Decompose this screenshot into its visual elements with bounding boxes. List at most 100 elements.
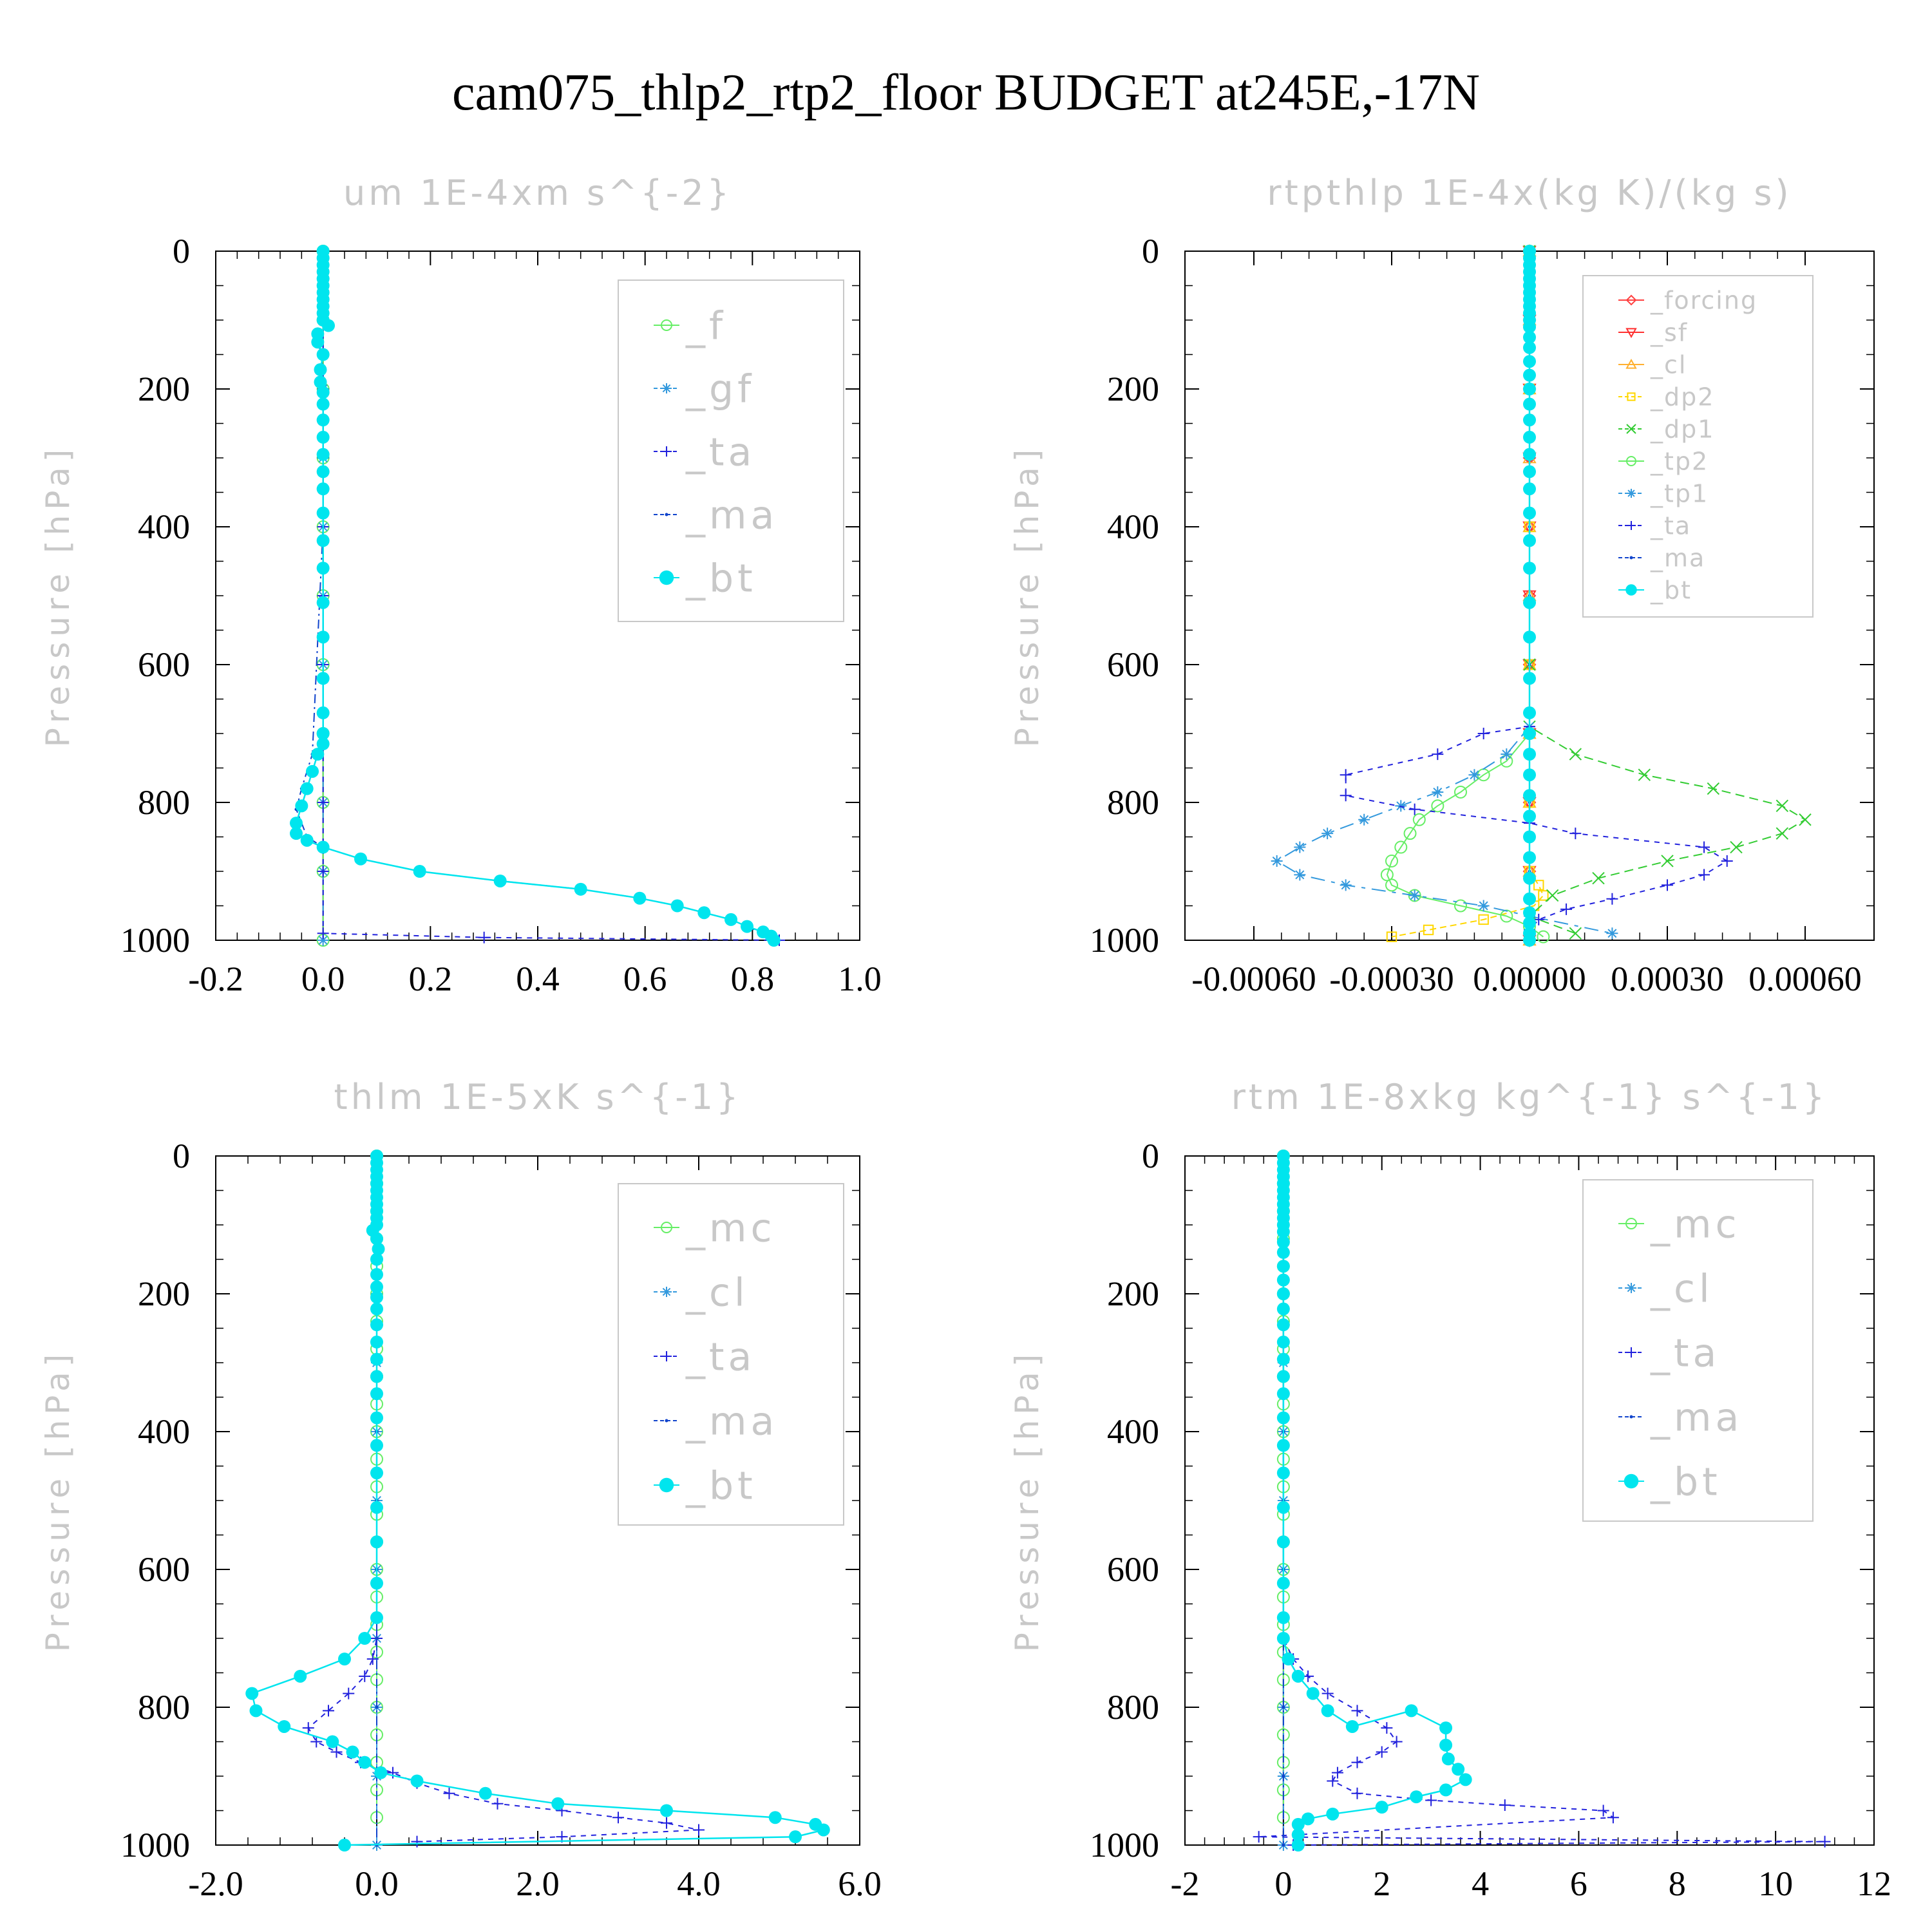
legend-marker xyxy=(1625,1218,1637,1229)
legend-marker xyxy=(1629,556,1633,560)
data-point xyxy=(1661,855,1674,867)
data-point xyxy=(1523,748,1536,761)
x-tick-label: 6.0 xyxy=(838,1864,882,1903)
legend-item: _tp1 xyxy=(1618,480,1707,508)
data-point xyxy=(366,1653,379,1665)
data-point xyxy=(316,397,330,411)
data-point xyxy=(1276,1632,1290,1645)
data-point xyxy=(1291,1828,1305,1841)
x-tick-label: 4.0 xyxy=(677,1864,721,1903)
data-point xyxy=(372,1242,385,1256)
data-point xyxy=(1432,786,1444,798)
x-tick-label: -0.2 xyxy=(188,960,243,998)
data-point xyxy=(249,1704,263,1718)
data-point xyxy=(1477,728,1490,739)
legend-box xyxy=(1582,1179,1814,1522)
data-point xyxy=(1276,1501,1290,1514)
x-tick-label: 0.2 xyxy=(409,960,453,998)
y-tick-label: 200 xyxy=(138,1274,190,1313)
legend: _mc _cl _ta _ma _bt xyxy=(1582,1179,1814,1522)
data-point xyxy=(493,874,507,887)
data-point xyxy=(1698,869,1710,881)
legend-marker xyxy=(1626,1283,1636,1293)
data-point xyxy=(817,1823,830,1837)
legend-marker xyxy=(1627,521,1636,530)
data-point xyxy=(330,1746,343,1758)
data-point xyxy=(1385,854,1398,867)
data-point xyxy=(410,1774,424,1788)
data-point xyxy=(1523,355,1536,368)
data-point xyxy=(370,1370,383,1383)
legend-marker xyxy=(661,446,672,457)
legend-label: _ma xyxy=(685,493,778,538)
panel-title: rtpthlp 1E-4x(kg K)/(kg s) xyxy=(1267,173,1792,213)
legend-item: _cl xyxy=(654,1271,745,1316)
x-tick-label: 4 xyxy=(1472,1864,1489,1903)
data-point xyxy=(1276,1245,1290,1259)
data-point xyxy=(1386,931,1397,942)
data-point xyxy=(1560,903,1573,915)
legend-item: _bt xyxy=(654,1464,753,1509)
legend-label: _ma xyxy=(1650,1396,1743,1441)
data-point xyxy=(1294,841,1306,853)
y-tick-label: 600 xyxy=(1107,1550,1159,1589)
data-point xyxy=(316,840,330,854)
legend-label: _tp2 xyxy=(1650,448,1709,476)
data-point xyxy=(1597,1804,1609,1817)
data-point xyxy=(661,1817,672,1829)
data-point xyxy=(1282,1774,1285,1778)
legend-label: _mc xyxy=(1650,1202,1740,1247)
data-point xyxy=(1569,927,1582,940)
data-point xyxy=(346,1745,359,1759)
data-point xyxy=(1432,748,1444,761)
data-point xyxy=(316,562,330,575)
data-point xyxy=(1454,785,1467,799)
data-point xyxy=(1381,1722,1393,1734)
data-point xyxy=(1282,1705,1285,1709)
legend-item: _mc xyxy=(654,1206,772,1251)
legend-label: _bt xyxy=(1650,576,1692,605)
data-point xyxy=(290,817,303,830)
legend-item: _mc xyxy=(1618,1202,1740,1247)
x-tick-label: 2 xyxy=(1373,1864,1390,1903)
data-point xyxy=(1523,727,1536,740)
data-point xyxy=(660,1804,673,1817)
data-point xyxy=(1478,914,1489,925)
data-point xyxy=(1523,830,1536,844)
data-point xyxy=(387,1766,399,1779)
series-line xyxy=(1386,251,1544,938)
data-point xyxy=(370,1352,383,1366)
data-point xyxy=(1477,900,1490,912)
x-tick-label: 0.8 xyxy=(731,960,775,998)
data-point xyxy=(1276,1225,1290,1238)
legend-item: _bt xyxy=(1618,1460,1718,1505)
legend-marker xyxy=(1625,328,1637,339)
data-point xyxy=(370,1411,383,1425)
data-point xyxy=(1276,1370,1290,1383)
panel-rtpthlp: rtpthlp 1E-4x(kg K)/(kg s) Pressure [hPa]… xyxy=(1009,173,1875,998)
legend-label: _ta xyxy=(685,1335,755,1380)
data-point xyxy=(370,1577,383,1590)
data-point xyxy=(1340,769,1352,781)
legend: _forcing _sf _cl _dp2 _dp1 _tp2 _tp1 _ta _ma _bt xyxy=(1582,275,1814,618)
data-point xyxy=(1403,827,1417,840)
data-point xyxy=(1276,1387,1290,1401)
data-point xyxy=(1276,1273,1290,1287)
y-tick-label: 800 xyxy=(138,783,190,822)
data-point xyxy=(1523,330,1536,344)
data-point xyxy=(670,899,684,913)
y-tick-label: 1000 xyxy=(120,1826,190,1864)
x-tick-label: 10 xyxy=(1758,1864,1793,1903)
legend-label: _ta xyxy=(685,430,755,475)
legend-item: _ta xyxy=(654,1335,755,1380)
data-point xyxy=(1523,672,1536,685)
series-bt xyxy=(245,1150,830,1852)
data-point xyxy=(1345,1719,1359,1733)
data-point xyxy=(1302,1812,1315,1826)
x-tick-label: 8 xyxy=(1669,1864,1686,1903)
data-point xyxy=(1537,930,1550,943)
data-point xyxy=(1439,1721,1453,1735)
legend-label: _ma xyxy=(685,1399,778,1444)
data-point xyxy=(310,1736,323,1748)
data-point xyxy=(1291,1839,1305,1852)
